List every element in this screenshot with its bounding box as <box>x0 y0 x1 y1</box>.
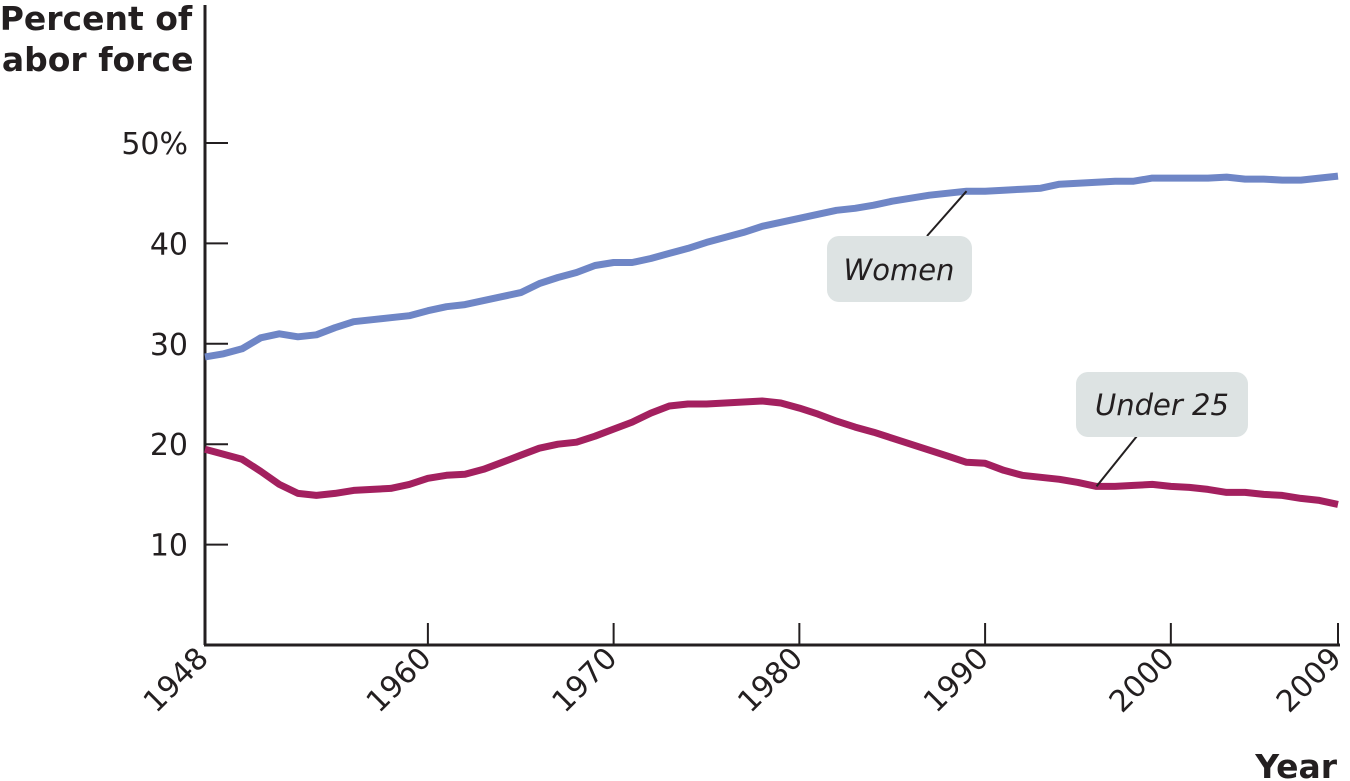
x-tick-label: 1960 <box>360 641 439 720</box>
x-tick-label: 1980 <box>731 641 810 720</box>
under-25-leader-line <box>1095 435 1138 487</box>
y-ticks: 10 20 30 40 50% <box>121 127 228 564</box>
series-lines <box>204 172 1339 508</box>
y-tick-label: 20 <box>150 428 188 463</box>
women-leader-line <box>926 190 968 237</box>
y-tick-label: 40 <box>150 227 188 262</box>
under-25-label: Under 25 <box>1095 388 1229 422</box>
x-tick-label: 1990 <box>917 641 996 720</box>
x-axis-title: Year <box>1254 747 1338 781</box>
series-line-under-25 <box>204 397 1339 508</box>
y-axis-title-line-2: labor force <box>0 40 193 79</box>
women-label: Women <box>844 253 955 287</box>
y-tick-label: 10 <box>150 529 188 564</box>
women-label-box <box>827 236 972 302</box>
y-tick-label: 50% <box>121 127 188 162</box>
x-ticks: 1948 1960 1970 1980 1990 2000 2009 <box>137 623 1349 720</box>
series-line-women <box>204 172 1339 361</box>
x-tick-label: 1970 <box>546 641 625 720</box>
x-tick-label: 1948 <box>137 641 216 720</box>
y-axis-title-line-1: Percent of <box>0 0 193 38</box>
y-tick-label: 30 <box>150 328 188 363</box>
x-tick-label: 2000 <box>1103 641 1182 720</box>
under-25-label-box <box>1076 372 1248 437</box>
x-tick-label: 2009 <box>1270 641 1349 720</box>
